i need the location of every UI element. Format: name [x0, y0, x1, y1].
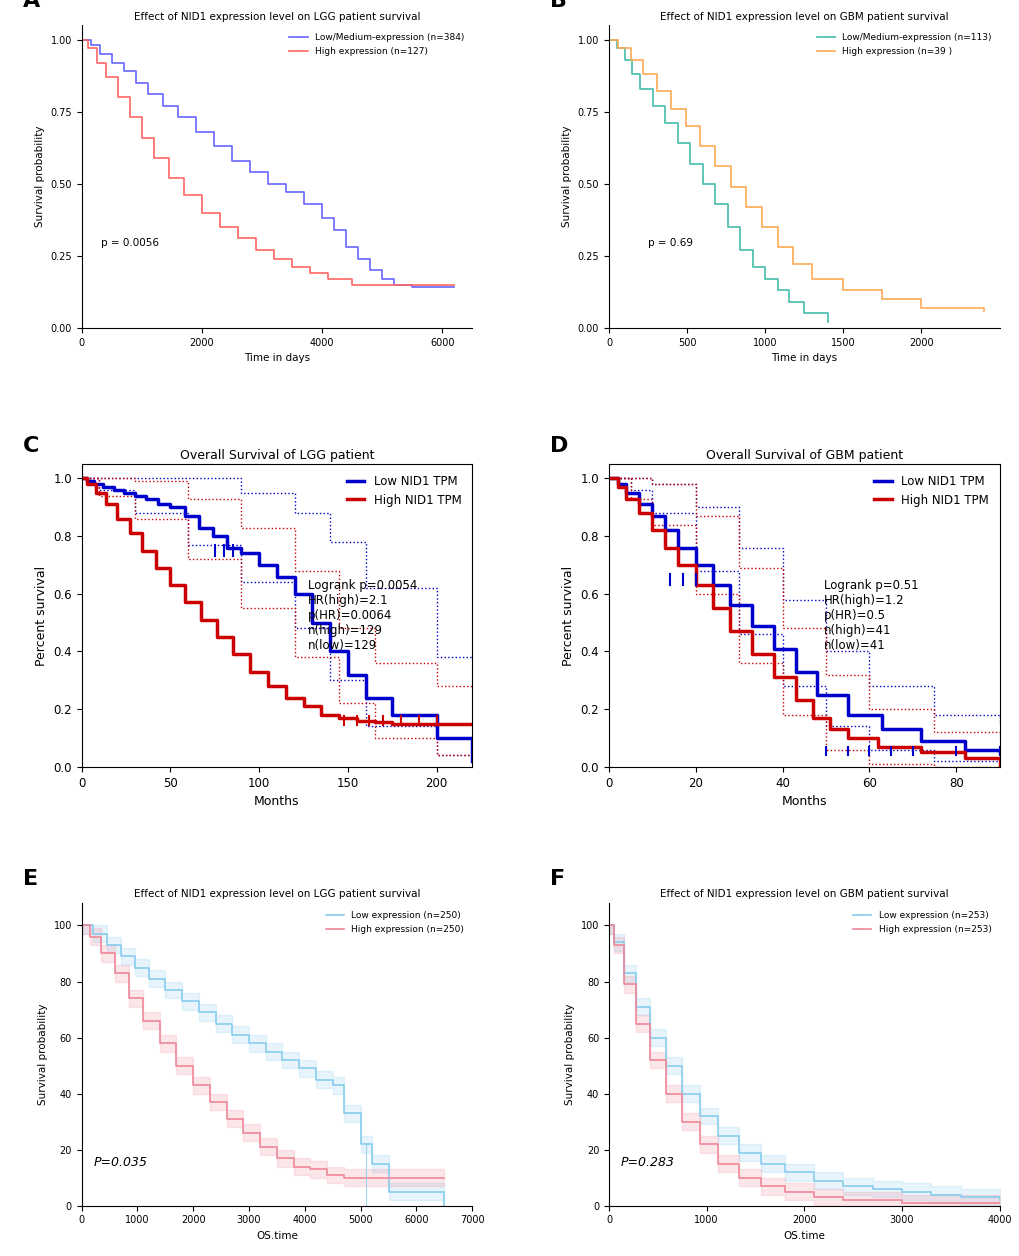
Text: Logrank p=0.0054
HR(high)=2.1
p(HR)=0.0064
n(high)=129
n(low)=129: Logrank p=0.0054 HR(high)=2.1 p(HR)=0.00… [308, 579, 417, 652]
Text: P=0.283: P=0.283 [621, 1157, 674, 1169]
Text: F: F [550, 869, 565, 889]
Title: Effect of NID1 expression level on GBM patient survival: Effect of NID1 expression level on GBM p… [659, 889, 948, 899]
Title: Effect of NID1 expression level on GBM patient survival: Effect of NID1 expression level on GBM p… [659, 11, 948, 21]
X-axis label: OS.time: OS.time [256, 1231, 298, 1241]
Y-axis label: Percent survival: Percent survival [35, 565, 48, 666]
Title: Overall Survival of GBM patient: Overall Survival of GBM patient [705, 448, 902, 461]
Text: p = 0.0056: p = 0.0056 [101, 239, 159, 249]
Text: B: B [550, 0, 567, 11]
Title: Overall Survival of LGG patient: Overall Survival of LGG patient [179, 448, 374, 461]
Legend: Low/Medium-expression (n=384), High expression (n=127): Low/Medium-expression (n=384), High expr… [285, 30, 468, 59]
Text: C: C [23, 436, 40, 456]
Text: E: E [23, 869, 38, 889]
X-axis label: OS.time: OS.time [783, 1231, 824, 1241]
Title: Effect of NID1 expression level on LGG patient survival: Effect of NID1 expression level on LGG p… [133, 11, 420, 21]
Title: Effect of NID1 expression level on LGG patient survival: Effect of NID1 expression level on LGG p… [133, 889, 420, 899]
Legend: Low expression (n=250), High expression (n=250): Low expression (n=250), High expression … [322, 908, 468, 937]
Legend: Low/Medium-expression (n=113), High expression (n=39 ): Low/Medium-expression (n=113), High expr… [812, 30, 995, 59]
Text: A: A [23, 0, 40, 11]
Y-axis label: Survival probability: Survival probability [565, 1004, 575, 1105]
Legend: Low expression (n=253), High expression (n=253): Low expression (n=253), High expression … [849, 908, 995, 937]
Text: D: D [550, 436, 569, 456]
Legend: Low NID1 TPM, High NID1 TPM: Low NID1 TPM, High NID1 TPM [868, 470, 993, 511]
X-axis label: Time in days: Time in days [244, 353, 310, 363]
X-axis label: Time in days: Time in days [770, 353, 837, 363]
Legend: Low NID1 TPM, High NID1 TPM: Low NID1 TPM, High NID1 TPM [341, 470, 466, 511]
Y-axis label: Survival probability: Survival probability [35, 126, 45, 227]
X-axis label: Months: Months [254, 795, 300, 808]
Text: P=0.035: P=0.035 [93, 1157, 147, 1169]
Text: Logrank p=0.51
HR(high)=1.2
p(HR)=0.5
n(high)=41
n(low)=41: Logrank p=0.51 HR(high)=1.2 p(HR)=0.5 n(… [823, 579, 917, 652]
Y-axis label: Survival probability: Survival probability [38, 1004, 48, 1105]
Y-axis label: Percent survival: Percent survival [561, 565, 575, 666]
X-axis label: Months: Months [781, 795, 826, 808]
Y-axis label: Survival probability: Survival probability [561, 126, 572, 227]
Text: p = 0.69: p = 0.69 [647, 239, 692, 249]
